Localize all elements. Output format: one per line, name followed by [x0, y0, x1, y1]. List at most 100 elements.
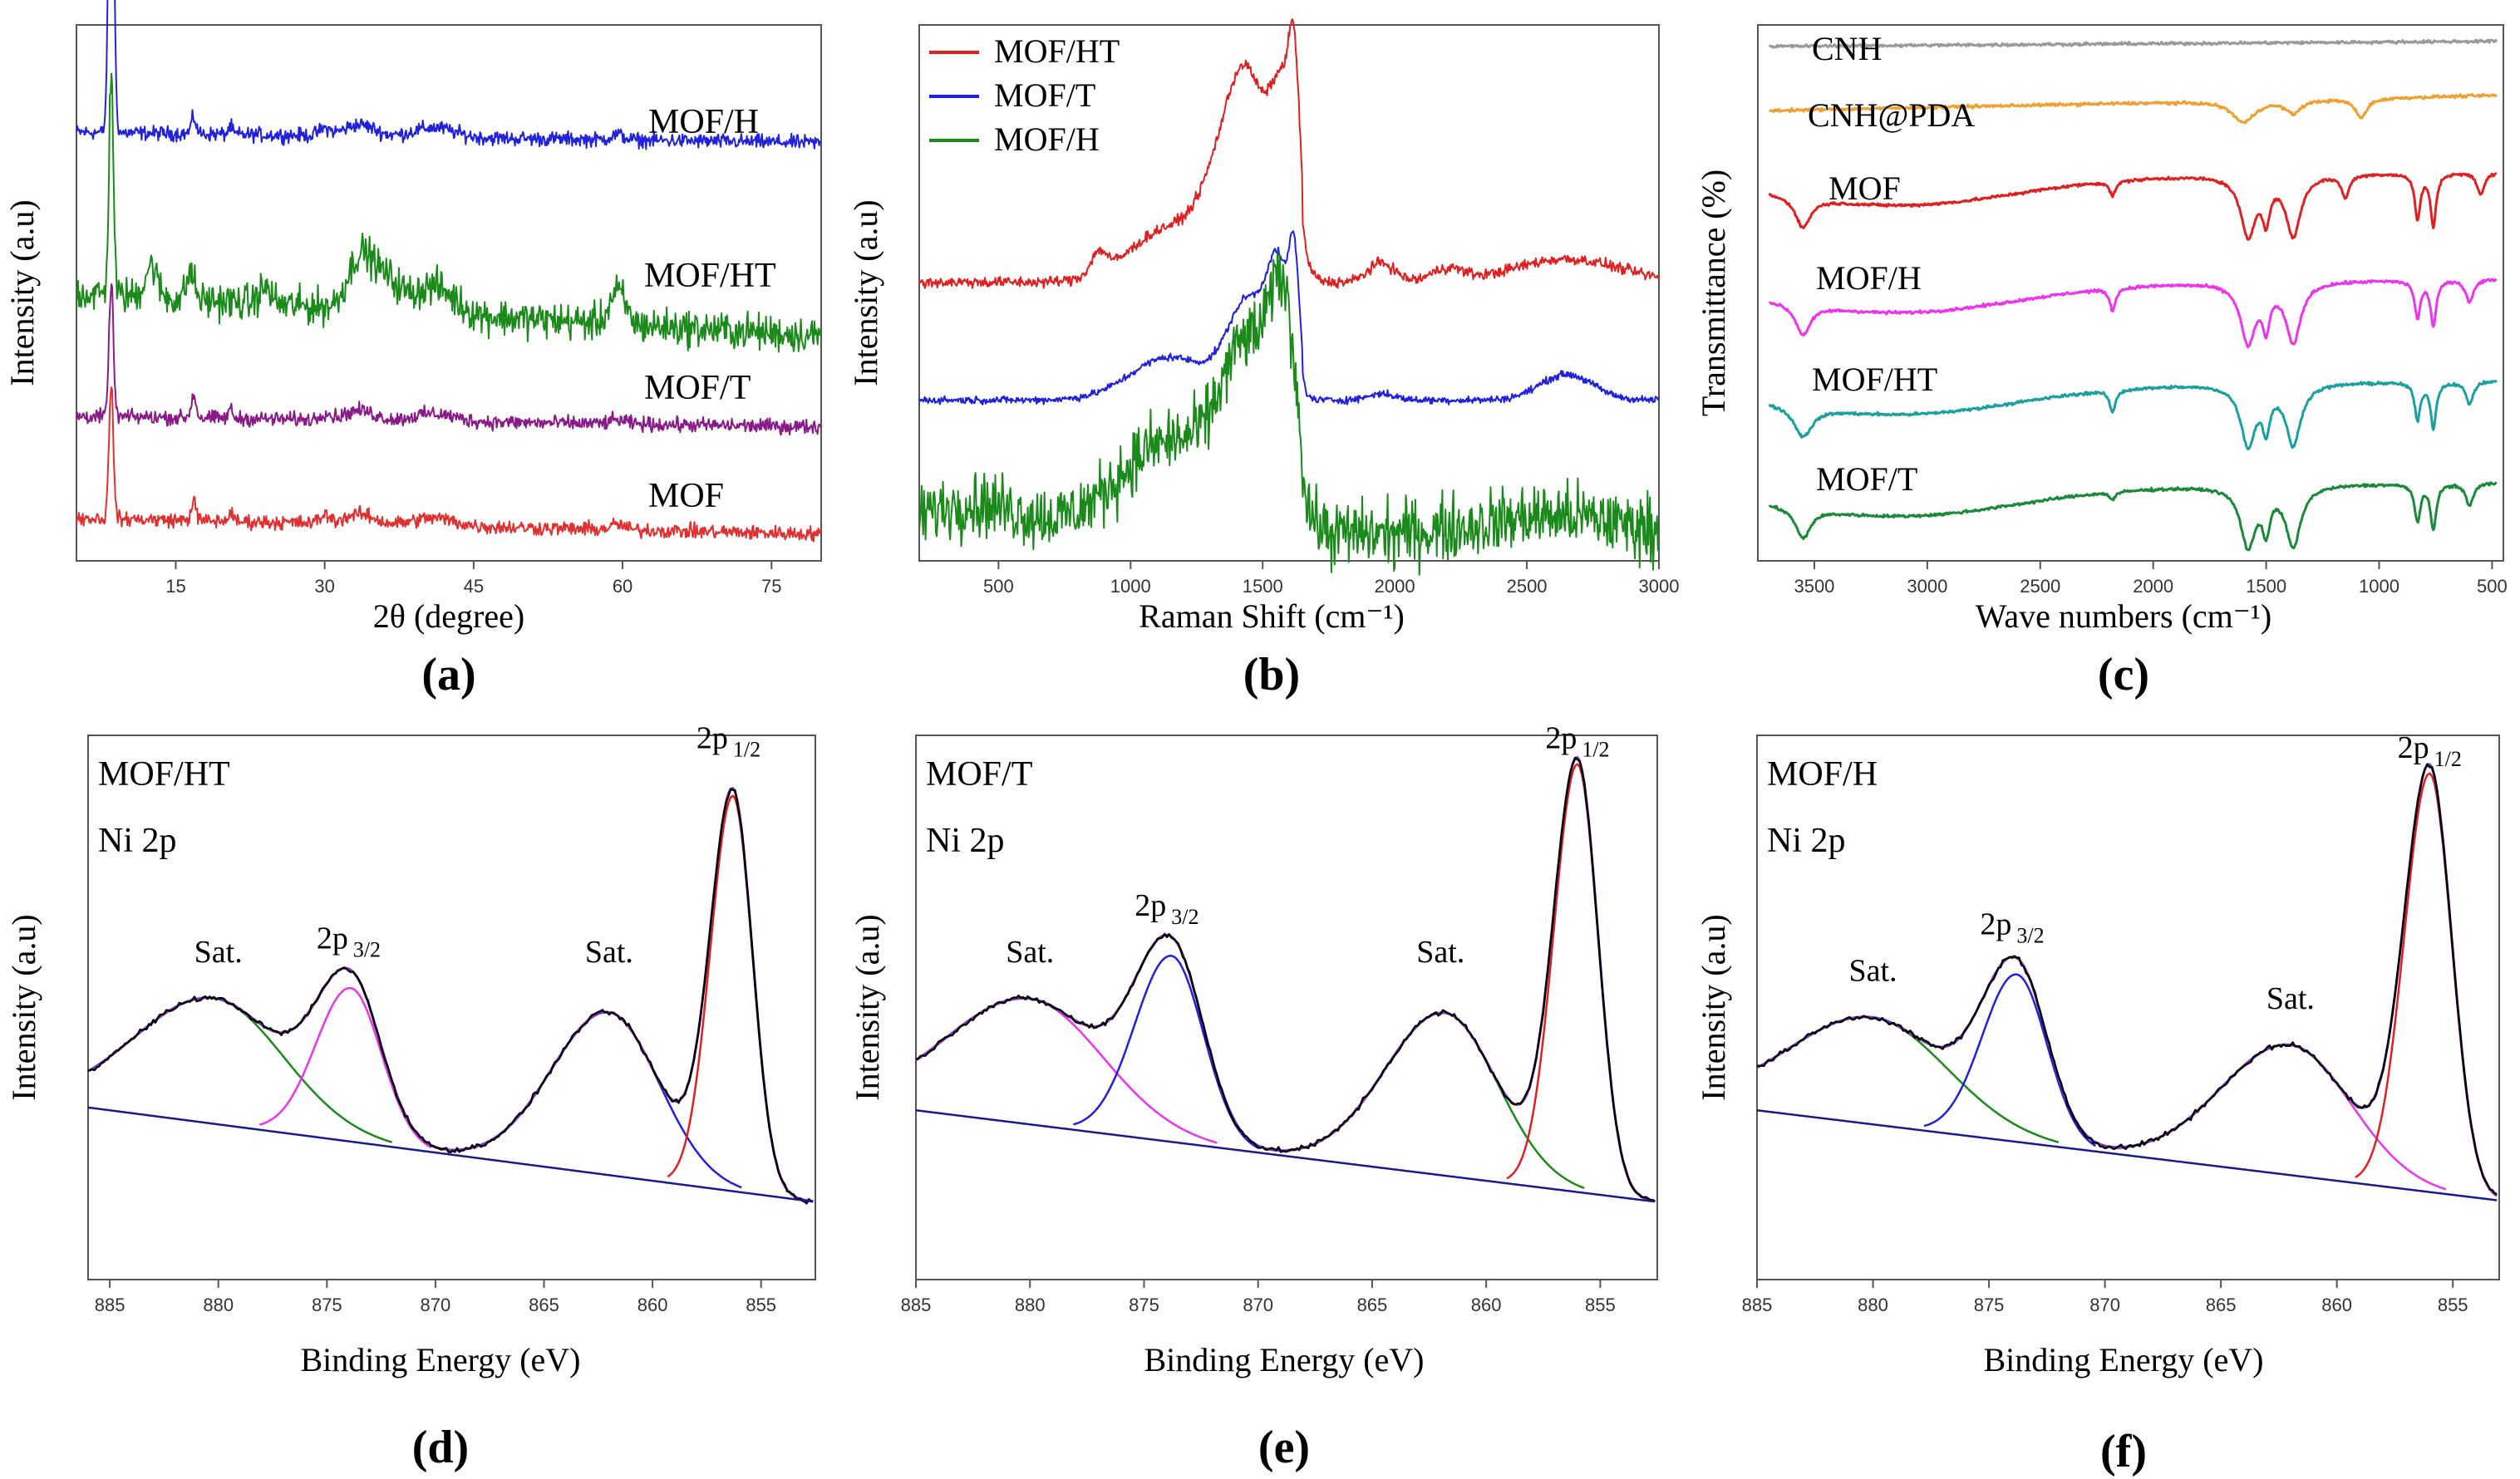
peak-label-main: 2p: [1545, 721, 1577, 756]
peak-label: Sat.: [585, 935, 633, 970]
series-line-cnh-pda: [1769, 92, 2498, 125]
legend-label: MOF/T: [994, 76, 1095, 114]
x-tick-label: 1500: [1243, 576, 1283, 597]
x-tick-label: 30: [314, 576, 334, 597]
x-tick-label: 1000: [1110, 576, 1151, 597]
peak-label-main: Sat.: [1849, 954, 1897, 989]
peak-label-main: 2p: [317, 921, 348, 956]
x-tick-label: 880: [1015, 1295, 1046, 1315]
panel-label: (b): [1243, 649, 1300, 700]
peak-label: Sat.: [2267, 981, 2315, 1016]
x-tick-label: 855: [1585, 1295, 1616, 1315]
series-label: CNH: [1812, 30, 1882, 67]
series-line-mof-h: [1768, 278, 2498, 349]
measured-data: [915, 756, 1656, 1202]
peak-label-sub: 3/2: [1171, 905, 1198, 929]
x-tick-label: 860: [637, 1295, 668, 1315]
x-tick-label: 855: [746, 1295, 776, 1315]
x-tick-label: 2500: [1507, 576, 1548, 597]
peak-label-main: Sat.: [194, 935, 243, 970]
peak-label-sub: 1/2: [2434, 747, 2462, 771]
x-axis-label: Binding Energy (eV): [301, 1341, 581, 1378]
x-axis-label: 2θ (degree): [373, 597, 524, 635]
series-line-mof-t: [76, 283, 822, 436]
fit-component-sat1: [915, 997, 1218, 1144]
x-tick-label: 2000: [1375, 576, 1415, 597]
x-tick-label: 60: [613, 576, 632, 597]
x-tick-label: 865: [2206, 1295, 2237, 1315]
x-tick-label: 2000: [2133, 576, 2173, 597]
x-tick-label: 875: [1974, 1295, 2005, 1315]
peak-label: 2p 3/2: [317, 921, 381, 961]
chart-e-xps: 885 880 875 870 865 860 855 Binding Energy (eV)…: [849, 721, 1658, 1473]
fit-component-p12: [1506, 763, 1640, 1196]
peak-label: 2p 3/2: [1980, 907, 2044, 948]
fit-background: [1756, 1109, 2498, 1201]
y-axis-label: Intensity (a.u): [849, 914, 886, 1100]
corner-label: Ni 2p: [98, 822, 177, 860]
peak-label-main: 2p: [696, 721, 728, 756]
series-line-mof-h: [76, 0, 822, 150]
panel-label: (e): [1258, 1422, 1310, 1473]
x-tick-label: 75: [761, 576, 781, 597]
y-axis-label: Intensity (a.u): [3, 199, 41, 386]
peak-label: Sat.: [1006, 935, 1054, 970]
chart-d-xps: 885 880 875 870 865 860 855 Binding Energy (eV)…: [5, 721, 816, 1473]
series-label: MOF/T: [644, 369, 751, 407]
series-label: MOF/HT: [644, 257, 776, 295]
fit-component-p32: [258, 986, 432, 1148]
series-line-mof-h: [918, 252, 1660, 576]
fit-background: [87, 1106, 814, 1203]
corner-label: Ni 2p: [926, 822, 1005, 860]
peak-label-main: 2p: [2398, 730, 2429, 765]
peak-label-sub: 3/2: [353, 937, 381, 961]
y-axis-label: Intensity (a.u): [1695, 914, 1732, 1100]
x-tick-label: 500: [983, 576, 1014, 597]
x-tick-label: 880: [1858, 1295, 1888, 1315]
x-tick-label: 885: [95, 1295, 126, 1315]
peak-label-main: Sat.: [2267, 981, 2315, 1016]
series-label: MOF/HT: [1812, 361, 1937, 398]
chart-c-ftir: 3500 3000 2500 2000 1500 1000 500 Wave numbers …: [1695, 24, 2508, 700]
x-tick-label: 860: [2321, 1295, 2352, 1315]
legend-label: MOF/H: [994, 120, 1100, 158]
peak-label: Sat.: [194, 935, 243, 970]
legend: MOF/HT MOF/T MOF/H: [929, 32, 1120, 158]
series-line-mof: [76, 386, 822, 543]
peak-label: Sat.: [1416, 935, 1464, 970]
x-tick-label: 2500: [2020, 576, 2060, 597]
fit-component-sat1: [87, 996, 393, 1143]
peak-label: 2p 1/2: [2398, 730, 2462, 771]
x-tick-label: 15: [165, 576, 185, 597]
x-tick-label: 870: [1243, 1295, 1273, 1315]
y-axis-label: Intensity (a.u): [847, 199, 884, 386]
peak-label-sub: 1/2: [733, 738, 760, 762]
series-label: MOF: [648, 477, 724, 515]
series-line-cnh: [1768, 38, 2498, 49]
measured-data: [1756, 763, 2498, 1196]
series-line-mof-t: [918, 230, 1659, 405]
panel-label: (a): [421, 649, 475, 700]
series-line-mof: [1768, 172, 2498, 241]
x-tick-label: 3500: [1794, 576, 1834, 597]
x-tick-label: 3000: [1639, 576, 1680, 597]
series-label: MOF/T: [1816, 460, 1917, 498]
plot-frame: [1757, 24, 2504, 562]
peak-label-sub: 1/2: [1582, 738, 1609, 762]
x-axis-label: Binding Energy (eV): [1144, 1341, 1425, 1378]
x-tick-label: 885: [1742, 1295, 1773, 1315]
plot-frame: [918, 24, 1660, 562]
corner-label: MOF/H: [1767, 755, 1878, 794]
plot-frame: [1756, 735, 2500, 1280]
fit-component-sat1: [1756, 1015, 2060, 1143]
chart-b-raman: 500 1000 1500 2000 2500 3000 Raman Shift (cm⁻¹…: [847, 18, 1680, 700]
x-tick-label: 875: [1129, 1295, 1159, 1315]
x-tick-label: 885: [901, 1295, 932, 1315]
panel-label: (f): [2100, 1426, 2147, 1477]
series-label: MOF: [1828, 170, 1901, 207]
peak-label-main: Sat.: [1006, 935, 1054, 970]
peak-label-main: Sat.: [585, 935, 633, 970]
fit-envelope: [915, 756, 1656, 1203]
measured-data: [87, 788, 814, 1205]
